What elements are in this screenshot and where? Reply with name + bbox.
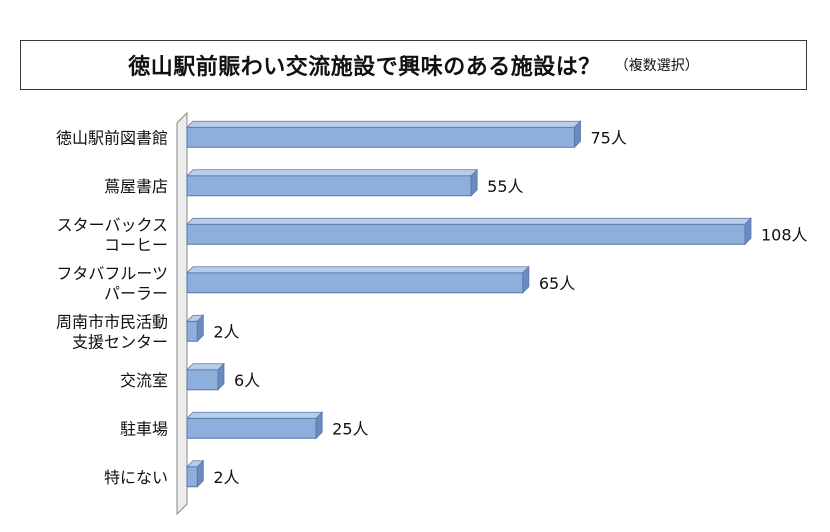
- bar-7: [186, 417, 317, 439]
- chart-title-box: 徳山駅前賑わい交流施設で興味のある施設は？ （複数選択）: [20, 40, 807, 90]
- bar-group-1: 75人 徳山駅前図書館: [56, 120, 627, 149]
- bar-8: [186, 466, 198, 488]
- bar-end-7: [315, 411, 323, 440]
- value-label-1: 75人: [591, 128, 627, 147]
- bar-top-2: [186, 169, 479, 177]
- bar-top-3: [186, 217, 752, 225]
- category-label-3-line-1: スターバックス: [57, 215, 168, 234]
- bar-5: [186, 320, 198, 342]
- value-label-2: 55人: [487, 177, 523, 196]
- bar-group-6: 6人 交流室: [120, 362, 260, 391]
- bar-group-2: 55人 蔦屋書店: [104, 168, 524, 197]
- category-label-8: 特にない: [104, 468, 168, 487]
- bar-3: [186, 223, 746, 245]
- value-label-3: 108人: [761, 225, 808, 244]
- bar-top-7: [186, 411, 324, 419]
- category-label-5-line-2: 支援センター: [72, 332, 168, 351]
- bar-end-5: [196, 314, 204, 343]
- category-label-7: 駐車場: [120, 419, 168, 438]
- bar-end-4: [522, 265, 530, 294]
- bar-6: [186, 369, 219, 391]
- category-label-5-line-1: 周南市市民活動: [56, 312, 168, 331]
- value-label-5: 2人: [213, 322, 239, 341]
- bar-end-2: [470, 168, 478, 197]
- bar-end-3: [744, 217, 752, 246]
- category-label-2: 蔦屋書店: [104, 177, 168, 196]
- category-label-1: 徳山駅前図書館: [56, 128, 168, 147]
- category-label-6: 交流室: [120, 371, 168, 390]
- value-label-4: 65人: [539, 274, 575, 293]
- bar-group-7: 25人 駐車場: [120, 411, 369, 440]
- value-label-7: 25人: [332, 419, 368, 438]
- axis-wall: [176, 111, 188, 516]
- bar-end-8: [196, 459, 204, 488]
- bar-group-8: 2人 特にない: [104, 459, 240, 488]
- bar-end-6: [217, 362, 225, 391]
- bar-2: [186, 175, 472, 197]
- bar-1: [186, 126, 575, 148]
- bar-top-1: [186, 120, 582, 128]
- bar-end-1: [574, 120, 581, 149]
- category-label-4-line-2: パーラー: [104, 284, 168, 303]
- value-label-8: 2人: [213, 468, 239, 487]
- category-label-3-line-2: コーヒー: [104, 235, 168, 254]
- value-label-6: 6人: [234, 371, 260, 390]
- category-label-4-line-1: フタバフルーツ: [56, 264, 168, 283]
- chart-title: 徳山駅前賑わい交流施設で興味のある施設は？: [128, 55, 601, 80]
- chart-subtitle: （複数選択）: [614, 58, 699, 74]
- bar-top-4: [186, 266, 530, 274]
- bar-4: [186, 272, 524, 294]
